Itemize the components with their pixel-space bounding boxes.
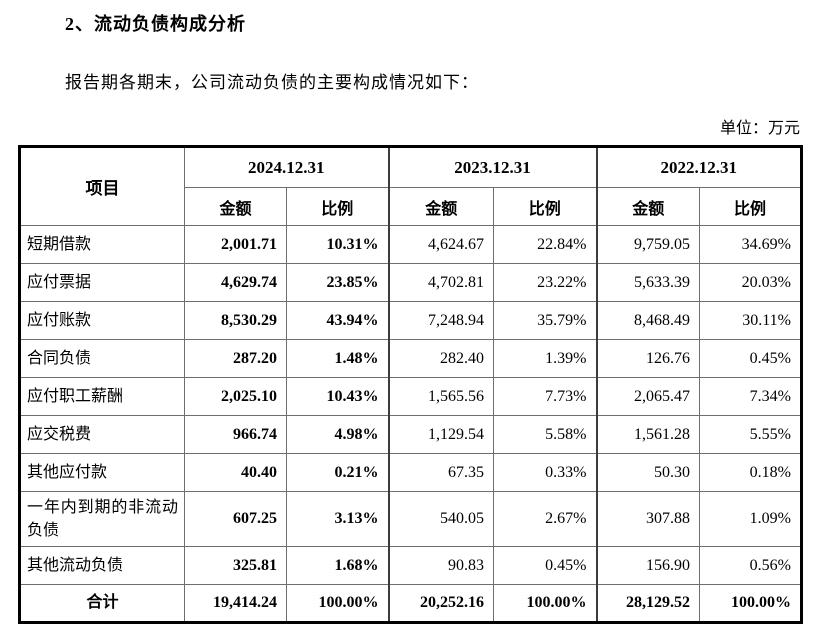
amount-2022-cell: 50.30 bbox=[595, 453, 700, 492]
ratio-2023-cell: 0.33% bbox=[493, 453, 597, 492]
ratio-2022-cell: 1.09% bbox=[699, 491, 802, 547]
amount-header-2024: 金额 bbox=[184, 187, 287, 226]
item-cell: 应付票据 bbox=[19, 263, 185, 302]
ratio-2024-cell: 10.31% bbox=[286, 225, 389, 264]
intro-text: 报告期各期末，公司流动负债的主要构成情况如下： bbox=[65, 73, 479, 92]
ratio-2023-cell: 7.73% bbox=[493, 377, 597, 416]
ratio-2024-cell: 3.13% bbox=[286, 491, 389, 547]
item-cell: 其他流动负债 bbox=[19, 546, 185, 585]
ratio-2023-cell: 2.67% bbox=[493, 491, 597, 547]
amount-2024-cell: 8,530.29 bbox=[184, 301, 287, 340]
total-ratio-2023-cell: 100.00% bbox=[493, 584, 597, 623]
ratio-2022-cell: 5.55% bbox=[699, 415, 802, 454]
table-row: 应付账款 8,530.29 43.94% 7,248.94 35.79% 8,4… bbox=[19, 301, 802, 340]
ratio-2024-cell: 4.98% bbox=[286, 415, 389, 454]
total-label-cell: 合计 bbox=[19, 584, 185, 623]
ratio-2023-cell: 35.79% bbox=[493, 301, 597, 340]
item-cell: 应付职工薪酬 bbox=[19, 377, 185, 416]
item-cell: 应交税费 bbox=[19, 415, 185, 454]
item-column-header: 项目 bbox=[19, 146, 185, 226]
header-row-dates: 项目 2024.12.31 2023.12.31 2022.12.31 bbox=[19, 146, 802, 226]
table-row: 应交税费 966.74 4.98% 1,129.54 5.58% 1,561.2… bbox=[19, 415, 802, 454]
amount-2023-cell: 4,702.81 bbox=[387, 263, 494, 302]
amount-2022-cell: 5,633.39 bbox=[595, 263, 700, 302]
item-cell: 一年内到期的非流动负债 bbox=[19, 491, 185, 547]
amount-2022-cell: 2,065.47 bbox=[595, 377, 700, 416]
unit-label: 单位：万元 bbox=[719, 120, 800, 137]
amount-2023-cell: 7,248.94 bbox=[387, 301, 494, 340]
amount-2022-cell: 9,759.05 bbox=[595, 225, 700, 264]
ratio-header-2022: 比例 bbox=[699, 187, 802, 226]
ratio-2022-cell: 20.03% bbox=[699, 263, 802, 302]
amount-2022-cell: 1,561.28 bbox=[595, 415, 700, 454]
amount-2024-cell: 40.40 bbox=[184, 453, 287, 492]
amount-2024-cell: 4,629.74 bbox=[184, 263, 287, 302]
amount-2022-cell: 126.76 bbox=[595, 339, 700, 378]
current-liabilities-table: 项目 2024.12.31 2023.12.31 2022.12.31 金额 比… bbox=[18, 145, 803, 624]
ratio-header-2023: 比例 bbox=[493, 187, 597, 226]
amount-header-2022: 金额 bbox=[595, 187, 700, 226]
total-amount-2024-cell: 19,414.24 bbox=[184, 584, 287, 623]
amount-2024-cell: 607.25 bbox=[184, 491, 287, 547]
amount-2023-cell: 4,624.67 bbox=[387, 225, 494, 264]
amount-header-2023: 金额 bbox=[387, 187, 494, 226]
ratio-2022-cell: 0.56% bbox=[699, 546, 802, 585]
table-row: 合同负债 287.20 1.48% 282.40 1.39% 126.76 0.… bbox=[19, 339, 802, 378]
ratio-2024-cell: 23.85% bbox=[286, 263, 389, 302]
total-row: 合计 19,414.24 100.00% 20,252.16 100.00% 2… bbox=[19, 584, 802, 623]
table-row: 短期借款 2,001.71 10.31% 4,624.67 22.84% 9,7… bbox=[19, 225, 802, 264]
total-amount-2023-cell: 20,252.16 bbox=[387, 584, 494, 623]
ratio-2024-cell: 10.43% bbox=[286, 377, 389, 416]
period-header-2023: 2023.12.31 bbox=[387, 146, 597, 188]
table-row: 应付职工薪酬 2,025.10 10.43% 1,565.56 7.73% 2,… bbox=[19, 377, 802, 416]
ratio-2023-cell: 23.22% bbox=[493, 263, 597, 302]
amount-2023-cell: 67.35 bbox=[387, 453, 494, 492]
ratio-2023-cell: 1.39% bbox=[493, 339, 597, 378]
ratio-2023-cell: 0.45% bbox=[493, 546, 597, 585]
table-row: 其他应付款 40.40 0.21% 67.35 0.33% 50.30 0.18… bbox=[19, 453, 802, 492]
amount-2022-cell: 8,468.49 bbox=[595, 301, 700, 340]
ratio-2024-cell: 43.94% bbox=[286, 301, 389, 340]
amount-2024-cell: 287.20 bbox=[184, 339, 287, 378]
section-heading: 2、流动负债构成分析 bbox=[65, 14, 246, 34]
header-row-sub: 金额 比例 金额 比例 金额 比例 bbox=[20, 187, 802, 226]
table-row: 应付票据 4,629.74 23.85% 4,702.81 23.22% 5,6… bbox=[19, 263, 802, 302]
amount-2023-cell: 90.83 bbox=[387, 546, 494, 585]
amount-2023-cell: 1,565.56 bbox=[387, 377, 494, 416]
ratio-2022-cell: 34.69% bbox=[699, 225, 802, 264]
amount-2023-cell: 1,129.54 bbox=[387, 415, 494, 454]
ratio-2022-cell: 0.18% bbox=[699, 453, 802, 492]
amount-2024-cell: 325.81 bbox=[184, 546, 287, 585]
ratio-2024-cell: 1.48% bbox=[286, 339, 389, 378]
ratio-2024-cell: 0.21% bbox=[286, 453, 389, 492]
ratio-2022-cell: 0.45% bbox=[699, 339, 802, 378]
table-row: 一年内到期的非流动负债 607.25 3.13% 540.05 2.67% 30… bbox=[19, 491, 802, 547]
ratio-2022-cell: 7.34% bbox=[699, 377, 802, 416]
period-header-2022: 2022.12.31 bbox=[595, 146, 802, 188]
amount-2023-cell: 282.40 bbox=[387, 339, 494, 378]
ratio-2023-cell: 22.84% bbox=[493, 225, 597, 264]
ratio-2022-cell: 30.11% bbox=[699, 301, 802, 340]
amount-2024-cell: 966.74 bbox=[184, 415, 287, 454]
total-amount-2022-cell: 28,129.52 bbox=[595, 584, 700, 623]
amount-2022-cell: 307.88 bbox=[595, 491, 700, 547]
amount-2024-cell: 2,025.10 bbox=[184, 377, 287, 416]
item-cell: 其他应付款 bbox=[19, 453, 185, 492]
item-cell: 合同负债 bbox=[19, 339, 185, 378]
ratio-2024-cell: 1.68% bbox=[286, 546, 389, 585]
table-row: 其他流动负债 325.81 1.68% 90.83 0.45% 156.90 0… bbox=[19, 546, 802, 585]
total-ratio-2022-cell: 100.00% bbox=[699, 584, 802, 623]
amount-2024-cell: 2,001.71 bbox=[184, 225, 287, 264]
total-ratio-2024-cell: 100.00% bbox=[286, 584, 389, 623]
amount-2023-cell: 540.05 bbox=[387, 491, 494, 547]
ratio-header-2024: 比例 bbox=[286, 187, 389, 226]
amount-2022-cell: 156.90 bbox=[595, 546, 700, 585]
document-page: 2、流动负债构成分析 报告期各期末，公司流动负债的主要构成情况如下： 单位：万元… bbox=[0, 10, 815, 632]
period-header-2024: 2024.12.31 bbox=[184, 146, 389, 188]
item-cell: 应付账款 bbox=[19, 301, 185, 340]
ratio-2023-cell: 5.58% bbox=[493, 415, 597, 454]
item-cell: 短期借款 bbox=[19, 225, 185, 264]
